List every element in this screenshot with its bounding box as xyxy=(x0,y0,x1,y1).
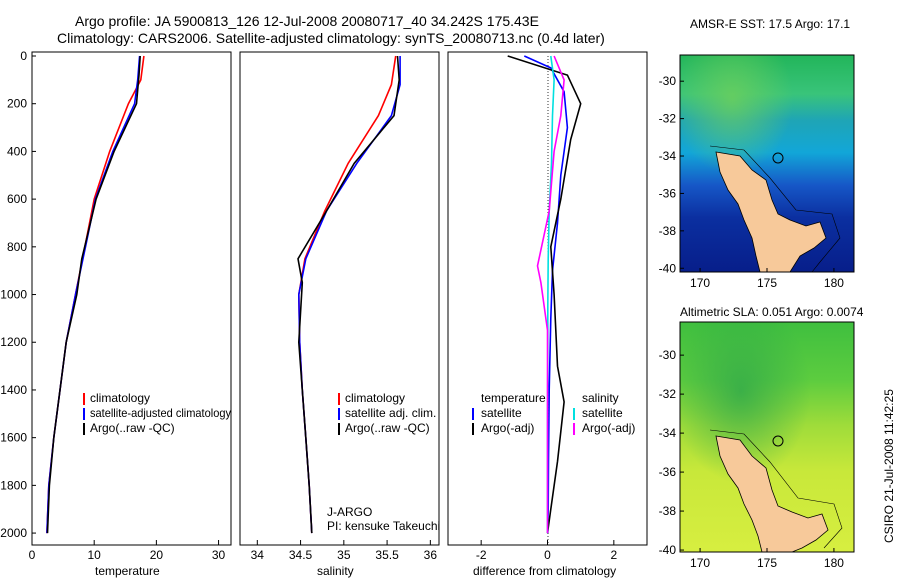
series-line-argo xyxy=(46,55,141,534)
salinity-series xyxy=(297,55,401,534)
sla-map-title: Altimetric SLA: 0.051 Argo: 0.0074 xyxy=(680,305,864,319)
sst-map-panel: AMSR-E SST: 17.5 Argo: 17.1 xyxy=(659,17,855,290)
salinity-legend: climatology satellite adj. clim. Argo(..… xyxy=(338,391,436,435)
salinity-x-ticks: 34 34.5 35 35.5 36 xyxy=(251,540,438,562)
y-tick-label: 1200 xyxy=(0,335,27,349)
shelf-contour xyxy=(709,429,843,549)
x-tick-label: 34.5 xyxy=(289,548,313,562)
map-y-tick-label: -36 xyxy=(659,465,677,479)
timestamp-label: CSIRO 21-Jul-2008 11:42:25 xyxy=(882,389,896,543)
difference-legend: temperature satellite Argo(-adj) salinit… xyxy=(472,391,635,435)
temperature-series xyxy=(46,55,145,534)
temperature-xlabel: temperature xyxy=(95,564,160,578)
map-x-tick-label: 170 xyxy=(690,276,710,290)
series-line-t_sat xyxy=(523,55,569,534)
legend-label-climatology: climatology xyxy=(345,391,405,405)
legend-label-argo: Argo(..raw -QC) xyxy=(345,421,430,435)
y-tick-label: 800 xyxy=(7,240,27,254)
nz-landmass xyxy=(715,435,829,553)
y-tick-label: 400 xyxy=(7,144,27,158)
salinity-xlabel: salinity xyxy=(317,564,354,578)
legend-title-temperature: temperature xyxy=(481,391,546,405)
map-y-tick-label: -40 xyxy=(659,261,677,275)
legend-label-argo: Argo(..raw -QC) xyxy=(90,421,175,435)
temperature-y-ticks: 0 200 400 600 800 1000 1200 1400 1600 1800 2000 xyxy=(0,49,36,540)
temperature-panel: 0 200 400 600 800 1000 1200 1400 1600 1800 2000 0 1… xyxy=(0,49,232,578)
legend-label-temp-satellite: satellite xyxy=(481,406,522,420)
y-tick-label: 200 xyxy=(7,97,27,111)
salinity-panel: 34 34.5 35 35.5 36 salinity climatology sate… xyxy=(239,51,440,578)
x-tick-label: -2 xyxy=(476,548,487,562)
map-x-tick-label: 180 xyxy=(824,556,844,570)
map-y-tick-label: -34 xyxy=(659,149,677,163)
y-tick-label: 0 xyxy=(20,49,27,63)
y-tick-label: 2000 xyxy=(0,526,27,540)
y-tick-label: 1000 xyxy=(0,288,27,302)
difference-xlabel: difference from climatology xyxy=(473,564,616,578)
map-y-tick-label: -36 xyxy=(659,186,677,200)
legend-label-sal-argo: Argo(-adj) xyxy=(582,421,635,435)
sst-map-ticks: 170 175 180 -30 -32 -34 -36 -38 -40 xyxy=(659,74,845,290)
annotation-pi: PI: kensuke Takeuchi xyxy=(327,519,440,533)
sla-map-ticks: 170 175 180 -30 -32 -34 -36 -38 -40 xyxy=(659,348,845,570)
sla-map-panel: Altimetric SLA: 0.051 Argo: 0.0074 170 17… xyxy=(659,305,864,570)
y-tick-label: 1600 xyxy=(0,431,27,445)
map-x-tick-label: 175 xyxy=(757,276,777,290)
sst-map-title: AMSR-E SST: 17.5 Argo: 17.1 xyxy=(690,17,850,31)
map-x-tick-label: 170 xyxy=(690,556,710,570)
map-y-tick-label: -32 xyxy=(659,112,677,126)
difference-panel: -2 0 2 difference from climatology tempera… xyxy=(447,51,648,578)
legend-label-climatology: climatology xyxy=(90,391,150,405)
map-y-tick-label: -40 xyxy=(659,543,677,557)
legend-label-satellite: satellite adj. clim. xyxy=(345,406,436,420)
header-line1: Argo profile: JA 5900813_126 12-Jul-2008… xyxy=(75,13,539,29)
y-tick-label: 1400 xyxy=(0,383,27,397)
argo-float-marker xyxy=(772,435,784,447)
x-tick-label: 35 xyxy=(337,548,351,562)
temperature-x-ticks: 0 10 20 30 xyxy=(29,540,226,562)
x-tick-label: 34 xyxy=(251,548,265,562)
x-tick-label: 35.5 xyxy=(375,548,399,562)
difference-series xyxy=(507,55,582,534)
map-y-tick-label: -38 xyxy=(659,224,677,238)
temperature-legend: climatology satellite-adjusted climatolo… xyxy=(83,391,231,435)
map-y-tick-label: -30 xyxy=(659,348,677,362)
map-y-tick-label: -34 xyxy=(659,426,677,440)
map-y-tick-label: -32 xyxy=(659,387,677,401)
x-tick-label: 30 xyxy=(212,548,226,562)
series-line-s_argo xyxy=(536,55,565,534)
map-x-tick-label: 175 xyxy=(757,556,777,570)
x-tick-label: 20 xyxy=(150,548,164,562)
y-tick-label: 1800 xyxy=(0,478,27,492)
x-tick-label: 2 xyxy=(610,548,617,562)
legend-label-sal-satellite: satellite xyxy=(582,406,623,420)
shelf-contour xyxy=(709,145,841,273)
salinity-axes-frame xyxy=(239,51,440,546)
header-line2: Climatology: CARS2006. Satellite-adjuste… xyxy=(57,30,605,46)
legend-label-temp-argo: Argo(-adj) xyxy=(481,421,534,435)
x-tick-label: 36 xyxy=(424,548,438,562)
map-y-tick-label: -30 xyxy=(659,74,677,88)
map-y-tick-label: -38 xyxy=(659,504,677,518)
legend-title-salinity: salinity xyxy=(582,391,619,405)
difference-x-ticks: -2 0 2 xyxy=(476,540,617,562)
x-tick-label: 0 xyxy=(544,548,551,562)
legend-label-satellite: satellite-adjusted climatology xyxy=(90,406,231,420)
x-tick-label: 0 xyxy=(29,548,36,562)
y-tick-label: 600 xyxy=(7,192,27,206)
nz-landmass xyxy=(715,151,827,273)
argo-float-marker xyxy=(772,152,784,164)
x-tick-label: 10 xyxy=(88,548,102,562)
annotation-project: J-ARGO xyxy=(327,505,372,519)
map-x-tick-label: 180 xyxy=(824,276,844,290)
temperature-axes-frame xyxy=(31,51,232,546)
series-line-argo xyxy=(297,55,401,534)
series-line-t_argo xyxy=(507,55,582,534)
